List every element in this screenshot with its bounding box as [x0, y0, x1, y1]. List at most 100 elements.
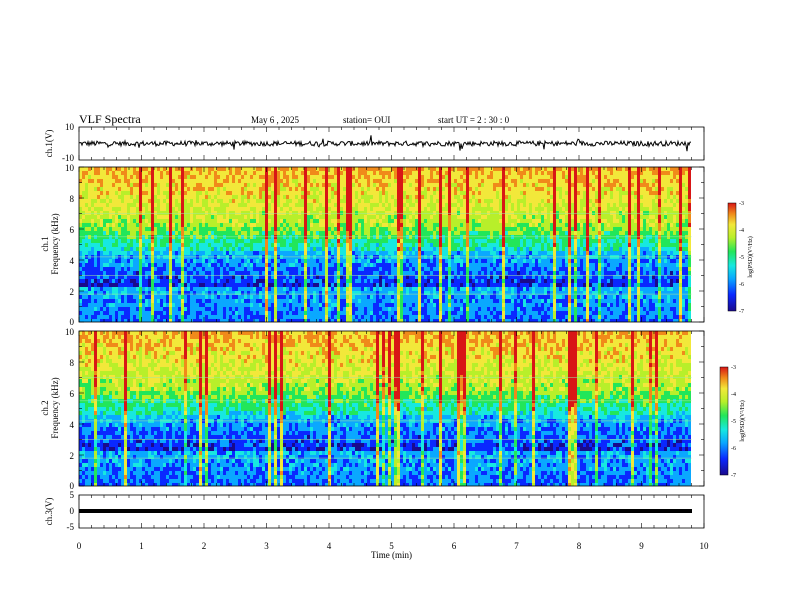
spectrogram-cell: [181, 183, 184, 187]
spectrogram-cell: [397, 187, 400, 191]
spectrogram-cell: [277, 203, 280, 207]
spectrogram-cell: [403, 175, 406, 179]
spectrogram-cell: [448, 175, 451, 179]
spectrogram-cell: [268, 287, 271, 291]
spectrogram-cell: [322, 259, 325, 263]
spectrogram-cell: [121, 199, 124, 203]
spectrogram-cell: [172, 271, 175, 275]
spectrogram-cell: [307, 207, 310, 211]
spectrogram-cell: [394, 295, 397, 299]
spectrogram-cell: [211, 223, 214, 227]
spectrogram-cell: [268, 239, 271, 243]
spectrogram-cell: [397, 191, 400, 195]
spectrogram-cell: [205, 247, 208, 251]
spectrogram-cell: [262, 259, 265, 263]
spectrogram-cell: [283, 167, 286, 171]
spectrogram-cell: [190, 211, 193, 215]
spectrogram-cell: [166, 243, 169, 247]
spectrogram-cell: [448, 303, 451, 307]
spectrogram-cell: [112, 275, 115, 279]
spectrogram-cell: [157, 279, 160, 283]
spectrogram-cell: [388, 219, 391, 223]
spectrogram-cell: [415, 231, 418, 235]
spectrogram-cell: [124, 211, 127, 215]
spectrogram-cell: [346, 211, 349, 215]
spectrogram-cell: [181, 267, 184, 271]
spectrogram-cell: [343, 239, 346, 243]
spectrogram-cell: [271, 207, 274, 211]
spectrogram-cell: [163, 223, 166, 227]
spectrogram-cell: [427, 171, 430, 175]
spectrogram-cell: [202, 179, 205, 183]
spectrogram-cell: [169, 183, 172, 187]
spectrogram-cell: [100, 179, 103, 183]
spectrogram-cell: [226, 187, 229, 191]
spectrogram-cell: [322, 319, 325, 322]
spectrogram-cell: [388, 207, 391, 211]
spectrogram-cell: [142, 247, 145, 251]
spectrogram-cell: [382, 319, 385, 322]
spectrogram-cell: [298, 287, 301, 291]
spectrogram-cell: [136, 183, 139, 187]
spectrogram-cell: [424, 215, 427, 219]
spectrogram-cell: [106, 315, 109, 319]
spectrogram-cell: [436, 311, 439, 315]
spectrogram-cell: [415, 287, 418, 291]
spectrogram-cell: [295, 291, 298, 295]
spectrogram-cell: [349, 243, 352, 247]
spectrogram-cell: [151, 231, 154, 235]
spectrogram-cell: [145, 223, 148, 227]
spectrogram-cell: [232, 263, 235, 267]
spectrogram-cell: [109, 203, 112, 207]
spectrogram-cell: [328, 303, 331, 307]
spectrogram-cell: [358, 211, 361, 215]
spectrogram-cell: [298, 275, 301, 279]
spectrogram-cell: [115, 215, 118, 219]
spectrogram-cell: [304, 319, 307, 322]
spectrogram-cell: [304, 267, 307, 271]
spectrogram-cell: [397, 215, 400, 219]
spectrogram-cell: [442, 239, 445, 243]
spectrogram-cell: [328, 207, 331, 211]
spectrogram-cell: [196, 279, 199, 283]
spectrogram-cell: [334, 275, 337, 279]
spectrogram-cell: [412, 275, 415, 279]
spectrogram-cell: [196, 291, 199, 295]
spectrogram-cell: [313, 275, 316, 279]
spectrogram-cell: [259, 167, 262, 171]
spectrogram-cell: [91, 207, 94, 211]
spectrogram-cell: [295, 263, 298, 267]
spectrogram-cell: [373, 191, 376, 195]
spectrogram-cell: [283, 295, 286, 299]
spectrogram-cell: [190, 259, 193, 263]
spectrogram-cell: [133, 215, 136, 219]
spectrogram-cell: [178, 171, 181, 175]
ch1-ytick-bottom: -10: [62, 153, 74, 163]
spectrogram-cell: [109, 263, 112, 267]
spectrogram-cell: [121, 215, 124, 219]
spectrogram-cell: [418, 315, 421, 319]
spectrogram-cell: [94, 251, 97, 255]
spectrogram-cell: [343, 279, 346, 283]
spectrogram-cell: [247, 295, 250, 299]
spectrogram-cell: [448, 211, 451, 215]
spectrogram-cell: [232, 167, 235, 171]
spectrogram-cell: [238, 259, 241, 263]
spectrogram-cell: [367, 175, 370, 179]
spectrogram-cell: [424, 179, 427, 183]
spectrogram-cell: [352, 223, 355, 227]
spectrogram-cell: [274, 283, 277, 287]
spectrogram-cell: [388, 227, 391, 231]
spectrogram-cell: [355, 199, 358, 203]
spectrogram-cell: [256, 191, 259, 195]
spectrogram-cell: [316, 211, 319, 215]
spectrogram-cell: [202, 215, 205, 219]
spectrogram-cell: [115, 239, 118, 243]
spectrogram-cell: [283, 195, 286, 199]
spectrogram-cell: [202, 203, 205, 207]
spectrogram-cell: [385, 247, 388, 251]
spectrogram-cell: [184, 231, 187, 235]
spectrogram-cell: [208, 231, 211, 235]
spectrogram-cell: [298, 227, 301, 231]
spectrogram-cell: [196, 247, 199, 251]
